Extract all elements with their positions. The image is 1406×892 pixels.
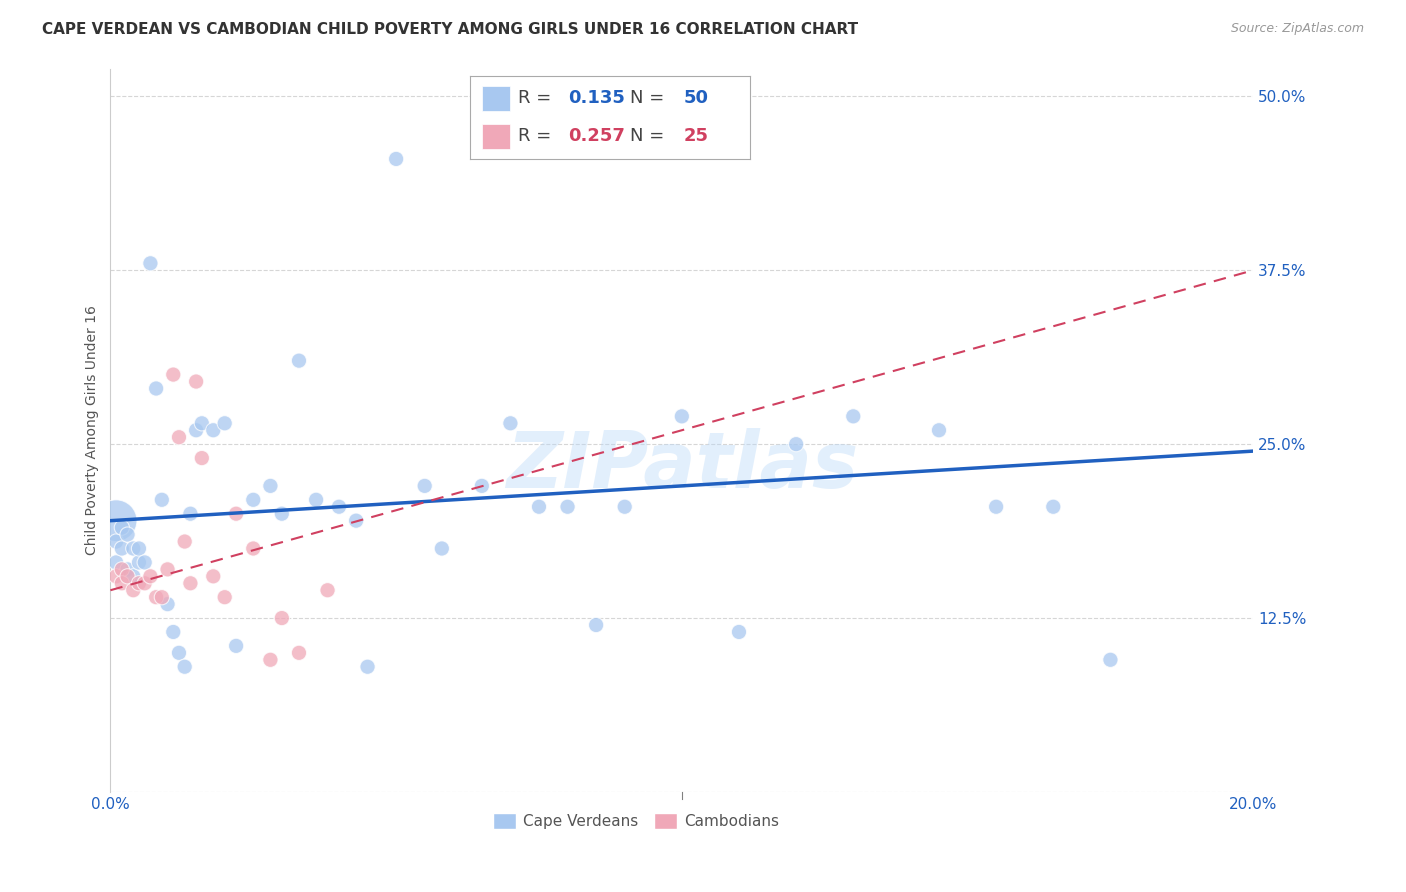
Point <box>105 556 128 570</box>
Point <box>214 417 236 431</box>
Point <box>117 527 139 541</box>
Point <box>242 541 264 556</box>
Point <box>259 479 281 493</box>
Point <box>671 409 693 424</box>
Point <box>557 500 579 514</box>
Point <box>270 611 292 625</box>
Point <box>128 541 150 556</box>
Point <box>191 417 214 431</box>
Point <box>150 590 173 604</box>
Point <box>179 507 201 521</box>
Text: CAPE VERDEAN VS CAMBODIAN CHILD POVERTY AMONG GIRLS UNDER 16 CORRELATION CHART: CAPE VERDEAN VS CAMBODIAN CHILD POVERTY … <box>42 22 858 37</box>
Point <box>105 514 128 528</box>
Point <box>179 576 201 591</box>
Point <box>728 624 751 639</box>
Point <box>385 152 408 166</box>
Point <box>145 382 167 396</box>
Point <box>430 541 453 556</box>
Text: ZIPatlas: ZIPatlas <box>506 428 858 504</box>
Y-axis label: Child Poverty Among Girls Under 16: Child Poverty Among Girls Under 16 <box>86 305 100 555</box>
Point <box>242 492 264 507</box>
Point <box>527 500 550 514</box>
Point <box>356 659 378 673</box>
Point <box>785 437 807 451</box>
Point <box>122 569 145 583</box>
Point <box>471 479 494 493</box>
Legend: Cape Verdeans, Cambodians: Cape Verdeans, Cambodians <box>486 806 786 835</box>
Point <box>134 576 156 591</box>
Point <box>122 541 145 556</box>
Point <box>585 618 607 632</box>
Point <box>150 492 173 507</box>
Point <box>111 562 134 576</box>
Point <box>1042 500 1064 514</box>
Point <box>111 541 134 556</box>
Point <box>105 534 128 549</box>
Point <box>167 430 190 444</box>
Point <box>105 569 128 583</box>
Point <box>202 569 225 583</box>
Point <box>344 514 367 528</box>
Point <box>316 583 339 598</box>
Point <box>499 417 522 431</box>
Point <box>288 353 311 368</box>
Point <box>1099 653 1122 667</box>
Point <box>928 423 950 437</box>
Point <box>259 653 281 667</box>
Point <box>173 534 195 549</box>
Point <box>288 646 311 660</box>
Point <box>117 569 139 583</box>
Point <box>184 375 207 389</box>
Point <box>167 646 190 660</box>
Point <box>111 576 134 591</box>
Point <box>191 451 214 466</box>
Point <box>111 521 134 535</box>
Point <box>156 562 179 576</box>
Point <box>128 556 150 570</box>
Point <box>162 368 184 382</box>
Point <box>128 576 150 591</box>
Point <box>139 256 162 270</box>
Point <box>173 659 195 673</box>
Point <box>613 500 636 514</box>
Point <box>328 500 350 514</box>
Point <box>842 409 865 424</box>
Point <box>413 479 436 493</box>
Point <box>145 590 167 604</box>
Point <box>270 507 292 521</box>
Point <box>184 423 207 437</box>
Point <box>225 639 247 653</box>
Point <box>202 423 225 437</box>
Point <box>225 507 247 521</box>
Point <box>134 556 156 570</box>
Point <box>984 500 1007 514</box>
Point <box>139 569 162 583</box>
Point <box>162 624 184 639</box>
Text: Source: ZipAtlas.com: Source: ZipAtlas.com <box>1230 22 1364 36</box>
Point <box>214 590 236 604</box>
Point <box>122 583 145 598</box>
Point <box>156 597 179 611</box>
Point <box>305 492 328 507</box>
Point <box>117 562 139 576</box>
